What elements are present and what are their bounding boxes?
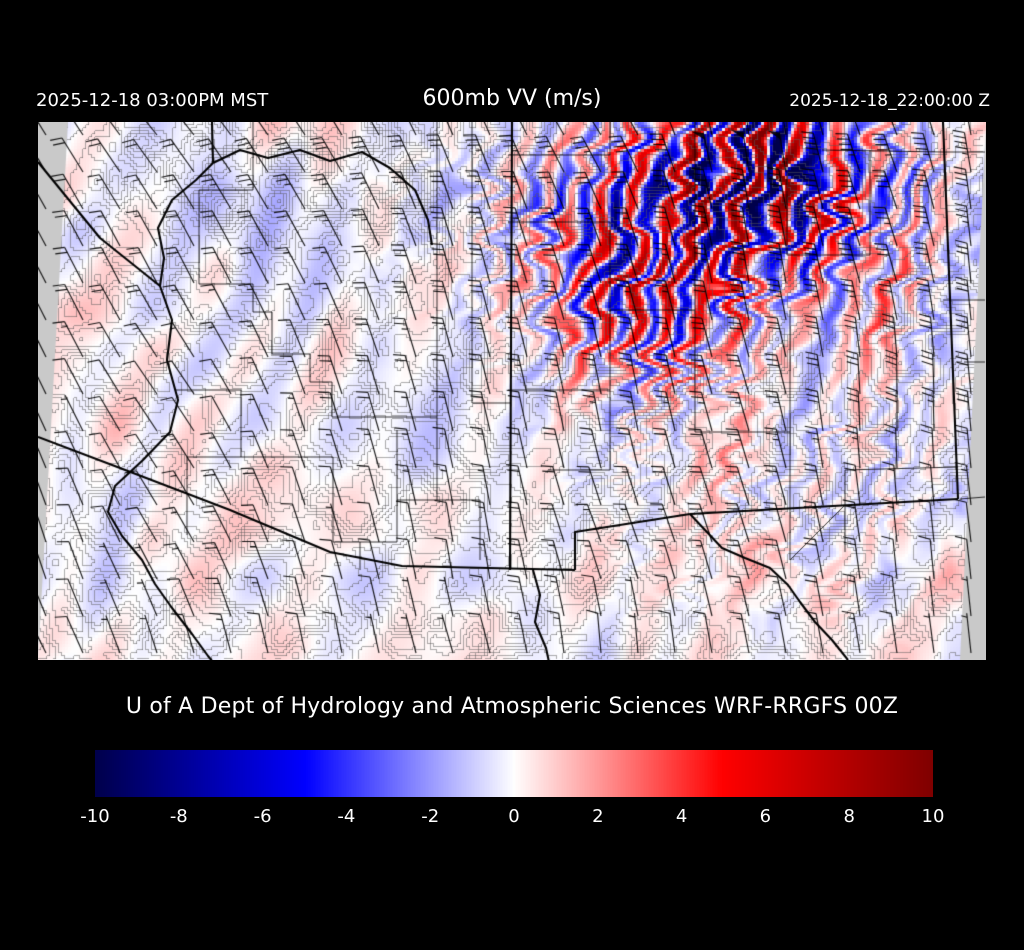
page-title: 600mb VV (m/s) (422, 86, 602, 111)
colorbar-tick-label: -8 (169, 806, 188, 827)
colorbar-tick-label: -2 (421, 806, 440, 827)
colorbar-tick-label: 10 (921, 806, 945, 827)
colorbar-tick-label: -10 (80, 806, 110, 827)
caption: U of A Dept of Hydrology and Atmospheric… (125, 694, 899, 719)
colorbar-tick-label: 2 (592, 806, 604, 827)
colorbar-tick-label: 6 (759, 806, 772, 827)
colorbar (95, 750, 933, 797)
colorbar-tick-label: -4 (337, 806, 356, 827)
colorbar-tick-label: -6 (253, 806, 272, 827)
colorbar-tick-labels: -10 -8 -6 -4 -2 0 2 4 6 8 10 (0, 806, 1024, 836)
colorbar-tick-label: 8 (843, 806, 855, 827)
forecast-map-canvas (38, 122, 986, 660)
colorbar-tick-label: 0 (508, 806, 520, 827)
colorbar-tick-label: 4 (675, 806, 688, 827)
valid-time-local: 2025-12-18 03:00PM MST (36, 90, 269, 111)
valid-time-utc: 2025-12-18_22:00:00 Z (789, 91, 990, 111)
